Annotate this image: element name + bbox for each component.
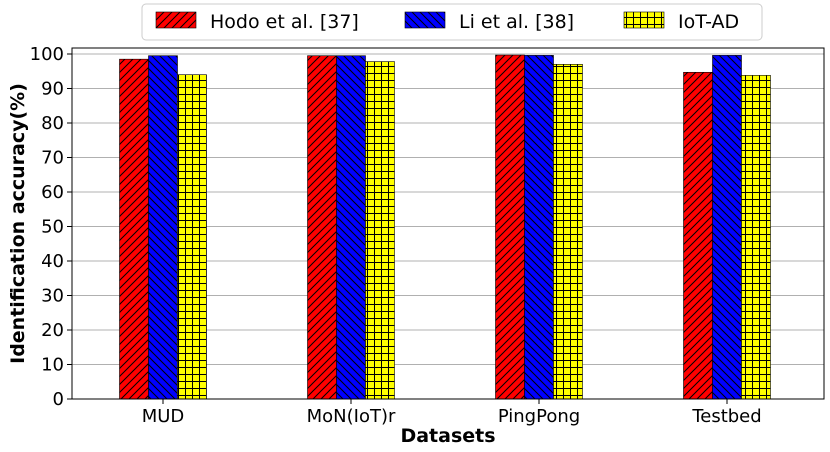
bar-hatch [553,64,583,400]
bar-hatch [712,55,742,400]
y-tick-label: 50 [41,217,64,238]
bar-hatch [741,75,771,400]
legend-box [141,3,763,41]
bar-hatch [524,55,554,400]
y-tick-label: 100 [30,44,64,65]
bar-hatch [683,71,713,400]
x-tick-label: PingPong [498,406,580,427]
x-tick-label: MUD [142,406,185,427]
legend-swatch-hatch [404,11,446,29]
x-tick-label: Testbed [691,406,761,427]
legend-label: Li et al. [38] [459,11,574,33]
x-tick-label: MoN(IoT)r [307,406,396,427]
y-tick-label: 10 [41,355,64,376]
legend: Hodo et al. [37] Li et al. [38] IoT-AD [141,3,763,41]
x-tick-labels: MUD MoN(IoT)r PingPong Testbed [142,406,762,427]
bar-hatch [148,55,178,400]
bar-hatch [119,58,149,400]
bar-hatch [336,55,366,400]
y-tick-labels: 0 10 20 30 40 50 60 70 80 90 100 [30,44,64,410]
y-tick-label: 20 [41,320,64,341]
y-axis-title: Identification accuracy(%) [7,83,29,364]
legend-label: Hodo et al. [37] [210,11,359,33]
bar-hatch [495,54,525,400]
y-tick-label: 30 [41,286,64,307]
plot-frame [71,47,825,400]
bar-hatch [307,55,337,400]
bar-hatch [365,61,395,400]
y-tick-label: 80 [41,113,64,134]
y-tick-label: 60 [41,182,64,203]
legend-swatch-hatch [155,11,197,29]
bars [119,54,771,400]
y-tick-label: 70 [41,148,64,169]
legend-label: IoT-AD [678,11,739,33]
y-tick-label: 0 [53,389,64,410]
legend-swatch-hatch [623,11,665,29]
axes [67,47,825,404]
bar-hatch [177,74,207,400]
y-tick-label: 90 [41,79,64,100]
y-tick-label: 40 [41,251,64,272]
x-axis-title: Datasets [400,425,495,447]
